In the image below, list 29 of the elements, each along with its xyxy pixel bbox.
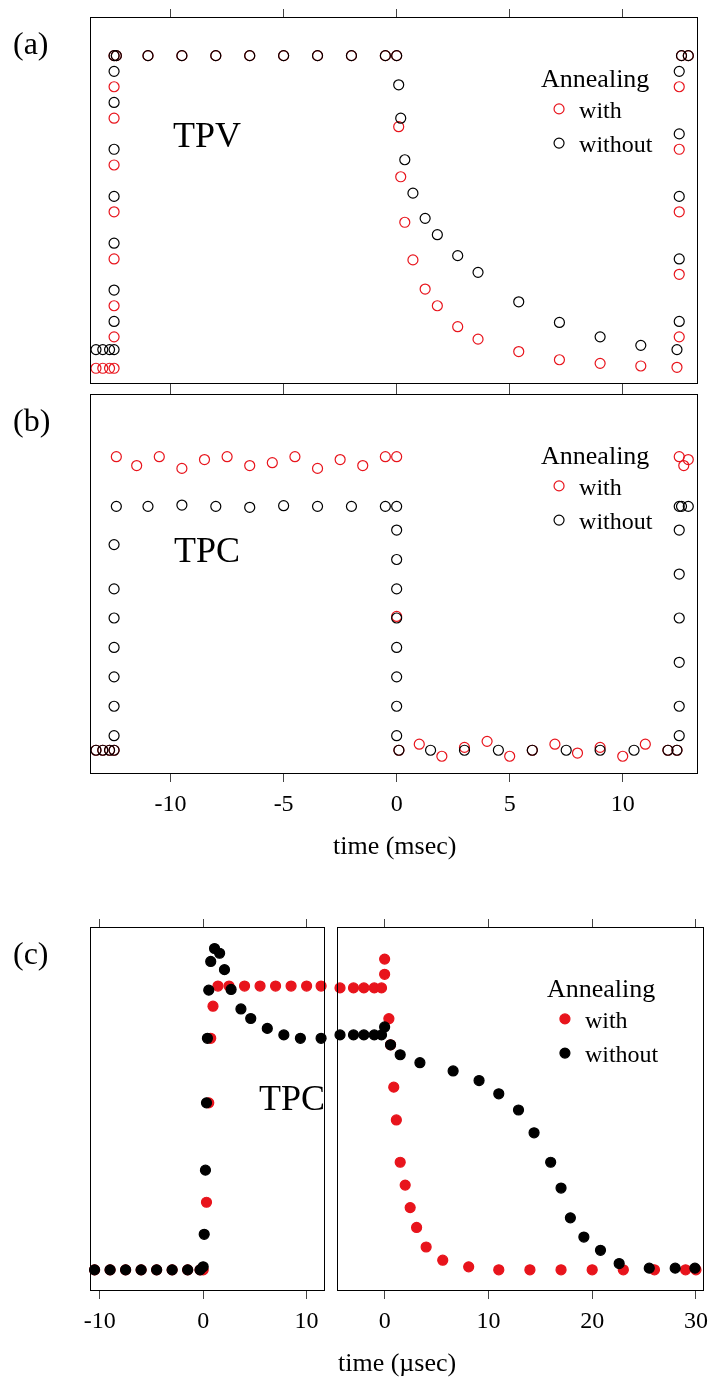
x-tick-label: -5	[273, 789, 294, 816]
x-tick-label: 5	[503, 789, 516, 816]
legend-label: with	[579, 97, 622, 124]
x-tick-label: 10	[610, 789, 635, 816]
x-axis-title: time (µsec)	[338, 1348, 457, 1377]
annotation: TPC	[259, 1078, 326, 1118]
x-axis-title: time (msec)	[333, 831, 457, 860]
legend-label: with	[584, 1007, 628, 1034]
text: (a)	[13, 25, 49, 61]
text: (c)	[13, 935, 49, 971]
x-tick-label: -10	[83, 1306, 116, 1333]
x-tick-label: -10	[154, 789, 187, 816]
x-tick-label: 10	[294, 1306, 319, 1333]
legend-label: without	[584, 1041, 659, 1068]
x-tick-label: 0	[197, 1306, 210, 1333]
legend-label: without	[579, 131, 653, 158]
x-tick-label: 0	[390, 789, 403, 816]
legend-title: Annealing	[546, 973, 656, 1003]
legend-label: without	[579, 508, 653, 535]
annotation: TPC	[174, 530, 241, 570]
x-tick-label: 30	[683, 1306, 708, 1333]
legend-label: with	[579, 474, 622, 501]
x-tick-label: 20	[580, 1306, 605, 1333]
legend-title: Annealing	[541, 440, 650, 470]
legend-title: Annealing	[541, 63, 650, 93]
annotation: TPV	[173, 115, 242, 155]
text: (b)	[13, 402, 51, 438]
x-tick-label: 10	[476, 1306, 501, 1333]
x-tick-label: 0	[378, 1306, 391, 1333]
